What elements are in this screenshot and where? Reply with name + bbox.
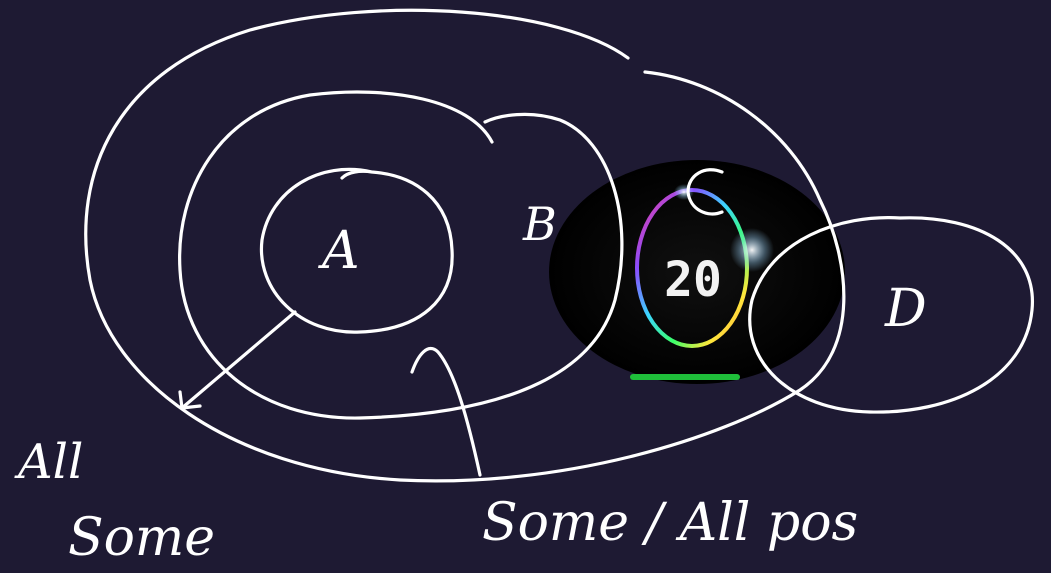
set-b-circle <box>178 90 624 420</box>
set-d-circle <box>748 216 1034 414</box>
timer-glow <box>730 228 774 272</box>
timer-background <box>549 160 845 384</box>
label-d: D <box>884 279 927 339</box>
timer-widget: 20 <box>549 160 845 384</box>
annotation-some-all-pos: Some / All pos <box>482 493 858 553</box>
timer-progress-bar <box>630 374 740 380</box>
label-b: B <box>522 197 557 251</box>
timer-glow-top <box>674 184 694 200</box>
annotation-some: Some <box>68 508 215 568</box>
arrow-a-to-all-some <box>178 310 297 410</box>
timer-value: 20 <box>664 252 722 308</box>
set-a-circle <box>259 167 454 334</box>
set-c-mark <box>686 168 724 216</box>
outer-set-circle <box>84 8 846 483</box>
label-c: C <box>694 178 728 229</box>
annotation-all: All <box>14 434 83 490</box>
label-a: A <box>318 221 360 281</box>
pointer-b-to-some-all-pos <box>410 346 482 477</box>
